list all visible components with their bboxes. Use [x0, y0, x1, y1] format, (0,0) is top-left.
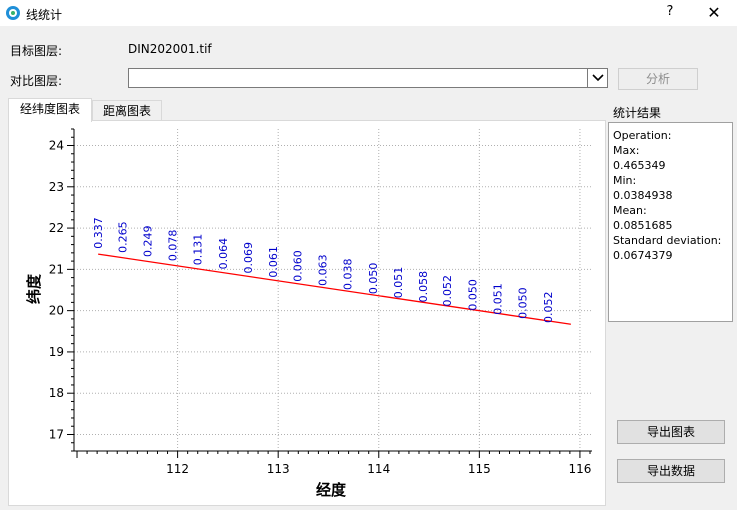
y-tick-label: 21 — [49, 262, 64, 276]
analyze-button[interactable]: 分析 — [618, 68, 698, 90]
chevron-down-icon[interactable] — [587, 69, 607, 87]
y-tick-label: 18 — [49, 386, 64, 400]
data-label: 0.265 — [116, 221, 129, 253]
data-label: 0.069 — [242, 242, 255, 274]
line-chart: 17 18 19 20 21 22 23 24 112 113 114 115 116 0.337 0.2… — [25, 128, 592, 499]
data-label: 0.051 — [491, 283, 504, 314]
x-tick-label: 114 — [367, 462, 390, 476]
export-chart-button[interactable]: 导出图表 — [617, 420, 725, 444]
tab-distance-chart[interactable]: 距离图表 — [92, 100, 162, 122]
data-label: 0.061 — [267, 246, 280, 278]
x-tick-label: 112 — [166, 462, 189, 476]
target-layer-value: DIN202001.tif — [128, 42, 212, 56]
y-tick-label: 17 — [49, 427, 64, 441]
result-line: 0.0384938 — [613, 189, 673, 202]
data-label: 0.058 — [417, 271, 430, 303]
y-tick-label: 24 — [49, 139, 64, 153]
data-label: 0.063 — [316, 254, 329, 286]
data-label: 0.050 — [367, 263, 380, 295]
data-label: 0.052 — [542, 292, 555, 324]
data-label: 0.060 — [291, 250, 304, 282]
result-line: Min: — [613, 174, 637, 187]
data-label: 0.078 — [167, 230, 180, 262]
data-label: 0.052 — [441, 275, 454, 307]
results-heading: 统计结果 — [613, 106, 662, 120]
data-label: 0.249 — [141, 225, 154, 257]
result-line: Operation: — [613, 129, 672, 142]
data-label: 0.337 — [92, 217, 105, 249]
result-line: Standard deviation: — [613, 234, 722, 247]
data-label: 0.050 — [466, 279, 479, 311]
result-line: Max: — [613, 144, 640, 157]
y-tick-label: 23 — [49, 180, 64, 194]
y-tick-label: 19 — [49, 345, 64, 359]
target-layer-label: 目标图层: — [10, 44, 63, 58]
y-tick-label: 20 — [49, 304, 64, 318]
data-label: 0.131 — [192, 234, 205, 266]
data-label: 0.038 — [342, 259, 355, 291]
result-line: Mean: — [613, 204, 647, 217]
x-axis-title: 经度 — [316, 481, 347, 499]
close-button[interactable]: ✕ — [707, 3, 721, 22]
data-label: 0.064 — [217, 238, 230, 270]
chart-panel: 17 18 19 20 21 22 23 24 112 113 114 115 116 0.337 0.2… — [8, 120, 606, 506]
x-tick-label: 116 — [568, 462, 591, 476]
compare-layer-label: 对比图层: — [10, 74, 63, 88]
window-title: 线统计 — [26, 8, 63, 22]
result-line: 0.0674379 — [613, 249, 673, 262]
result-line: 0.465349 — [613, 159, 666, 172]
compare-layer-select[interactable] — [128, 68, 608, 88]
data-label: 0.051 — [392, 267, 405, 299]
help-button[interactable]: ? — [666, 4, 674, 19]
x-tick-label: 115 — [468, 462, 491, 476]
data-label: 0.050 — [517, 287, 530, 319]
export-data-button[interactable]: 导出数据 — [617, 459, 725, 483]
series-line — [98, 253, 571, 325]
tab-lonlat-chart[interactable]: 经纬度图表 — [8, 98, 92, 122]
results-panel: Operation: Max: 0.465349 Min: 0.0384938 … — [608, 122, 733, 322]
app-logo-icon — [6, 6, 20, 20]
x-tick-label: 113 — [267, 462, 290, 476]
y-axis-title: 纬度 — [25, 273, 43, 304]
result-line: 0.0851685 — [613, 219, 673, 232]
y-tick-label: 22 — [49, 221, 64, 235]
title-bar: 线统计 ? ✕ — [0, 0, 737, 26]
